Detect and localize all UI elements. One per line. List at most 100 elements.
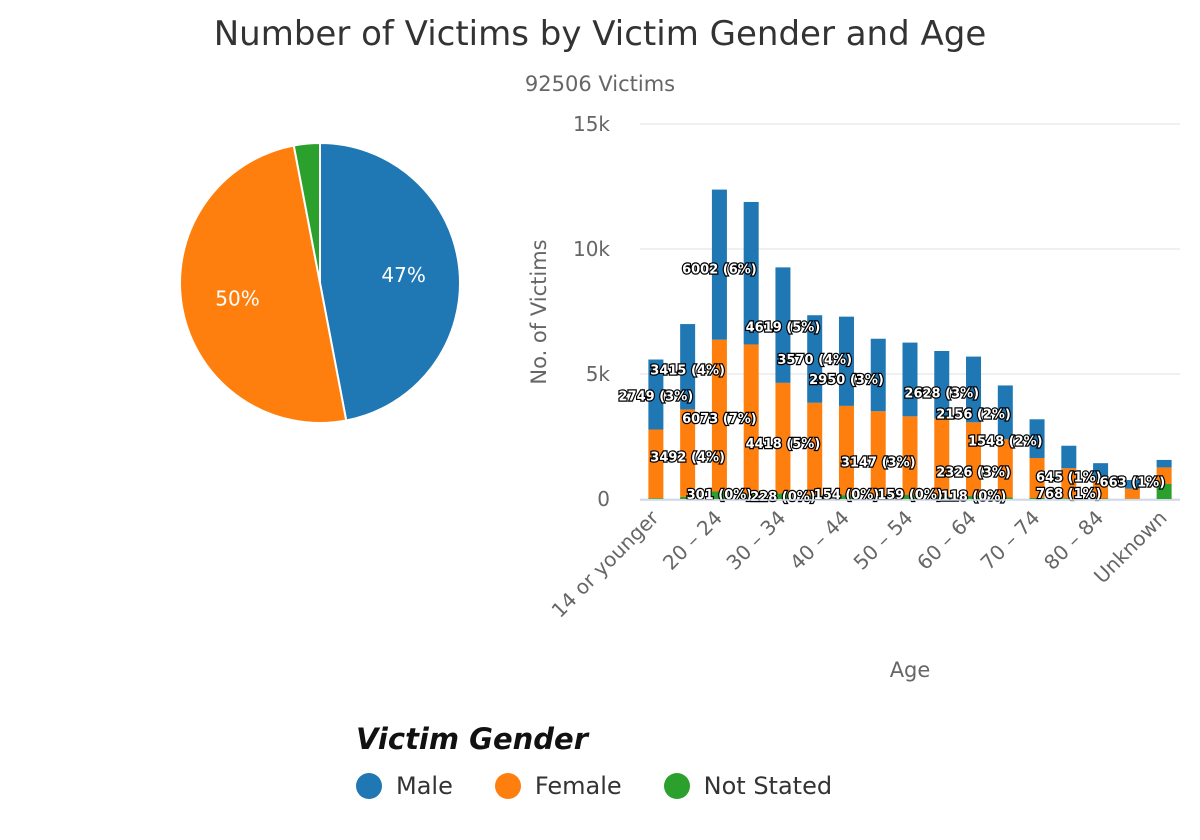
bar-not-stated[interactable]: [711, 491, 727, 499]
chart-title: Number of Victims by Victim Gender and A…: [213, 14, 987, 54]
bar-data-label: 2950 (3%): [809, 373, 884, 388]
bar-not-stated[interactable]: [648, 498, 664, 499]
bar-male[interactable]: [997, 385, 1013, 440]
bar-male[interactable]: [1029, 419, 1045, 458]
bar-male[interactable]: [1093, 463, 1109, 480]
pie-slice-male[interactable]: [319, 141, 461, 422]
bar-male[interactable]: [680, 324, 696, 410]
bar-not-stated[interactable]: [807, 495, 823, 499]
bar-female[interactable]: [1029, 458, 1045, 498]
chart-canvas: 47% 50% 2749 (3%) 3492 (4%) 3415 (4%) 6073 (…: [179, 112, 1180, 682]
bar-data-label: 118 (0%): [941, 489, 1007, 504]
bar-male[interactable]: [838, 316, 854, 406]
pie-label-female: 50%: [215, 287, 259, 311]
bar-data-label: 3492 (4%): [650, 451, 725, 466]
bar-female[interactable]: [711, 339, 727, 492]
bar-data-label: 2628 (3%): [904, 387, 979, 402]
stacked-bar-chart: [648, 189, 1172, 500]
legend-title: Victim Gender: [356, 722, 589, 756]
bar-data-label: 3147 (3%): [841, 456, 916, 471]
legend-label-female: Female: [534, 772, 622, 800]
bar-not-stated[interactable]: [1061, 498, 1077, 499]
bar-data-label: 663 (1%): [1100, 476, 1166, 491]
x-tick-label: 40 – 44: [785, 506, 854, 575]
bar-data-label: 6002 (6%): [682, 262, 757, 277]
bar-male[interactable]: [1061, 445, 1077, 469]
bar-male[interactable]: [1156, 459, 1172, 468]
pie-label-male: 47%: [381, 263, 425, 287]
bar-female[interactable]: [807, 402, 823, 496]
bar-not-stated[interactable]: [966, 496, 982, 499]
legend-item-not-stated[interactable]: Not Stated: [663, 772, 833, 800]
x-tick-label: 14 or younger: [547, 505, 664, 622]
bar-not-stated[interactable]: [743, 494, 759, 500]
bar-data-label: 2326 (3%): [936, 466, 1011, 481]
bar-not-stated[interactable]: [870, 496, 886, 499]
bar-not-stated[interactable]: [1029, 498, 1045, 499]
bar-male[interactable]: [1124, 480, 1140, 489]
y-tick-label: 15k: [573, 112, 610, 136]
bar-male[interactable]: [711, 189, 727, 340]
bar-not-stated[interactable]: [1093, 498, 1109, 500]
bar-data-label: 4619 (5%): [746, 321, 821, 336]
pie-slice-not-stated[interactable]: [292, 141, 321, 284]
chart-subtitle: 92506 Victims: [524, 72, 676, 96]
legend-label-male: Male: [396, 772, 453, 800]
bar-female[interactable]: [1093, 479, 1109, 499]
bar-data-label: 2156 (2%): [936, 408, 1011, 423]
bar-female[interactable]: [775, 382, 791, 494]
legend-dot-female: [494, 773, 521, 799]
bar-data-label: 1548 (2%): [968, 434, 1043, 449]
bar-data-label: 645 (1%): [1036, 471, 1102, 486]
bar-not-stated[interactable]: [838, 495, 854, 499]
bar-female[interactable]: [902, 416, 918, 496]
x-tick-label: 60 – 64: [912, 506, 981, 575]
bar-female[interactable]: [934, 418, 950, 497]
x-axis-label: Age: [890, 658, 931, 682]
legend-label-not-stated: Not Stated: [703, 772, 833, 800]
bar-female[interactable]: [1061, 468, 1077, 499]
y-tick-label: 5k: [586, 362, 611, 386]
legend-item-male[interactable]: Male: [356, 772, 453, 800]
pie-slice-female[interactable]: [179, 144, 348, 424]
bar-female[interactable]: [648, 429, 664, 499]
pie-chart: 47% 50%: [179, 141, 461, 424]
bar-not-stated[interactable]: [1156, 484, 1172, 499]
bar-data-label: 3415 (4%): [650, 364, 725, 379]
bar-data-label: 4418 (5%): [746, 437, 821, 452]
bar-male[interactable]: [648, 359, 664, 430]
y-tick-label: 0: [597, 487, 610, 511]
legend-dot-male: [356, 773, 382, 799]
bar-not-stated[interactable]: [902, 495, 918, 499]
bar-male[interactable]: [743, 201, 759, 345]
x-tick-label: 50 – 54: [849, 506, 918, 575]
y-axis-label: No. of Victims: [527, 239, 551, 384]
bar-not-stated[interactable]: [775, 493, 791, 499]
bar-female[interactable]: [680, 409, 696, 497]
bar-female[interactable]: [1156, 467, 1172, 484]
data-labels: 2749 (3%)3492 (4%)3415 (4%)6073 (7%)301 …: [617, 261, 1166, 506]
bar-female[interactable]: [870, 411, 886, 497]
bar-male[interactable]: [966, 356, 982, 423]
bar-male[interactable]: [902, 342, 918, 417]
bar-male[interactable]: [870, 338, 886, 412]
bar-female[interactable]: [1124, 488, 1140, 499]
bar-male[interactable]: [807, 315, 823, 403]
legend-item-female[interactable]: Female: [494, 772, 622, 800]
bar-female[interactable]: [997, 439, 1013, 498]
legend: Male Female Not Stated: [356, 768, 874, 804]
bar-not-stated[interactable]: [680, 496, 696, 499]
bar-male[interactable]: [934, 351, 950, 419]
bar-female[interactable]: [838, 405, 854, 496]
bar-data-label: 6073 (7%): [682, 412, 757, 427]
bar-not-stated[interactable]: [934, 496, 950, 499]
y-tick-label: 10k: [573, 237, 610, 261]
bar-female[interactable]: [966, 422, 982, 497]
bar-data-label: 3570 (4%): [777, 353, 852, 368]
bar-male[interactable]: [775, 267, 791, 383]
bar-not-stated[interactable]: [997, 497, 1013, 500]
bar-data-label: 228 (0%): [750, 490, 816, 505]
bar-female[interactable]: [743, 344, 759, 495]
y-grid: [640, 123, 1180, 500]
